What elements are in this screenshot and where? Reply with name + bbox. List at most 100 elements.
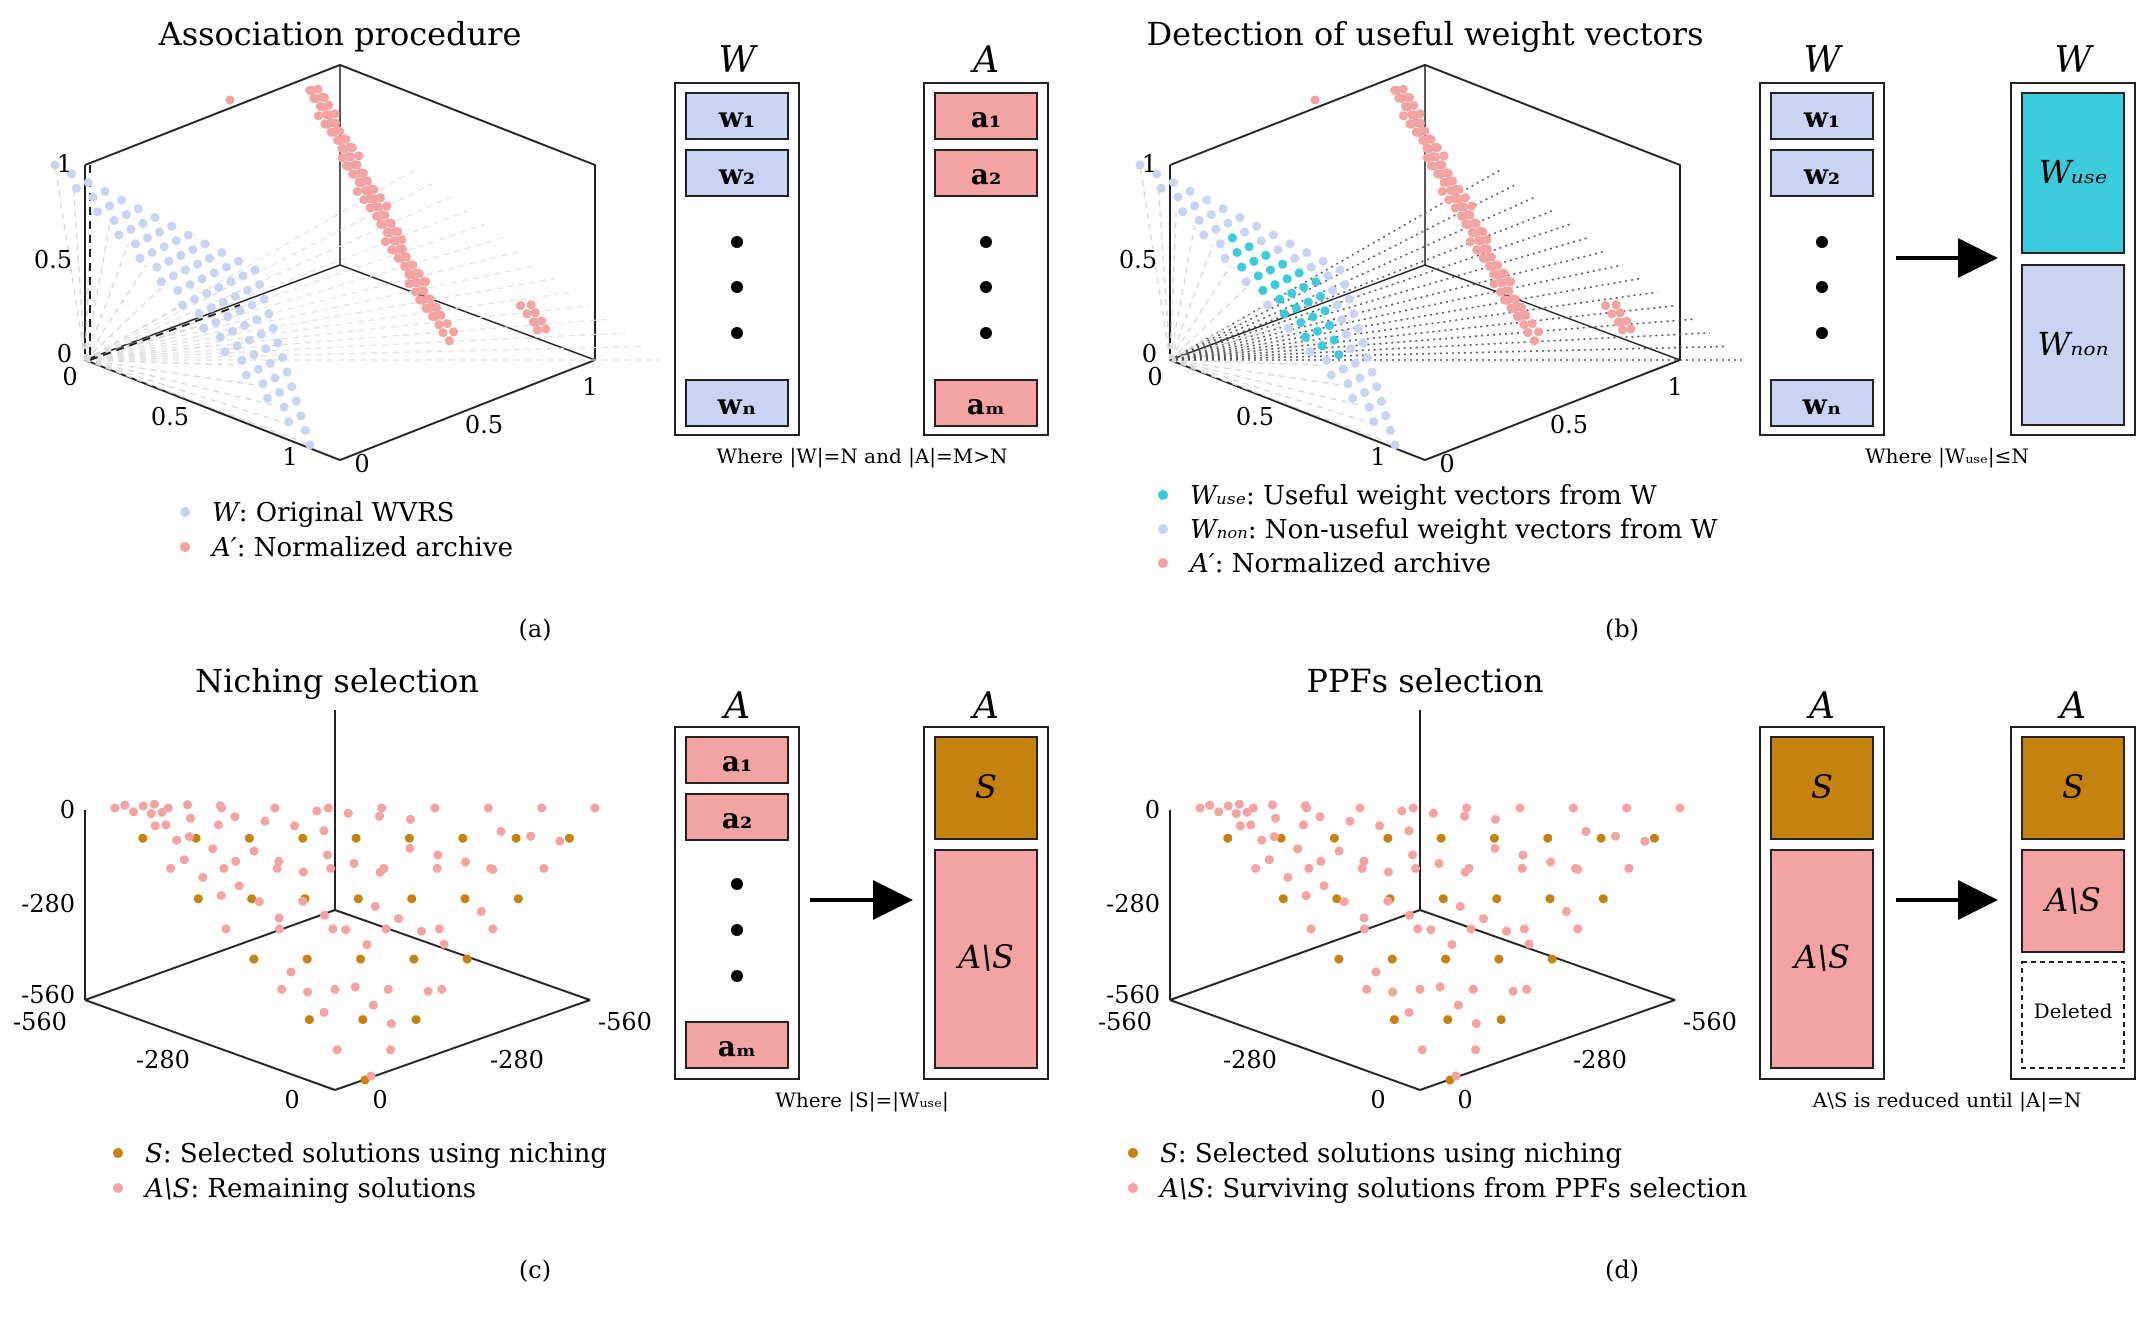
scatter-point bbox=[411, 287, 420, 297]
reference-line bbox=[1169, 264, 1623, 361]
scatter-point bbox=[1375, 821, 1385, 831]
ellipsis-dot bbox=[731, 327, 743, 339]
scatter-point bbox=[261, 344, 271, 354]
legend-entry: W: Original WVRS bbox=[212, 498, 455, 528]
scatter-point bbox=[1479, 914, 1488, 924]
cell-label: wₙ bbox=[717, 388, 757, 421]
scatter-point bbox=[109, 215, 119, 225]
scatter-point bbox=[378, 219, 388, 229]
scatter-point bbox=[273, 338, 283, 348]
panel-b-title: Detection of useful weight vectors bbox=[1146, 15, 1703, 53]
scatter-point bbox=[1235, 821, 1245, 831]
scatter-point bbox=[1435, 982, 1445, 992]
scatter-point bbox=[1392, 86, 1402, 95]
scatter-point bbox=[1624, 863, 1634, 873]
plot-b-points bbox=[1135, 84, 1636, 450]
scatter-point bbox=[1264, 855, 1274, 865]
scatter-point bbox=[433, 850, 443, 860]
scatter-point bbox=[526, 831, 536, 841]
scatter-point bbox=[1273, 245, 1283, 255]
scatter-point bbox=[223, 312, 233, 322]
scatter-point bbox=[231, 856, 241, 866]
scatter-point bbox=[1429, 161, 1439, 171]
tick-x: 0 bbox=[1370, 1086, 1385, 1114]
scatter-point bbox=[1462, 803, 1472, 813]
scatter-point bbox=[1414, 127, 1424, 137]
box-a-c: A a₁ a₂ aₘ bbox=[674, 686, 800, 1080]
box-split-d1: A S A\S bbox=[1759, 686, 1885, 1080]
tick-x: 0.5 bbox=[151, 403, 189, 431]
scatter-point bbox=[530, 308, 540, 318]
scatter-point bbox=[1443, 168, 1453, 178]
scatter-point bbox=[138, 801, 148, 811]
scatter-point bbox=[215, 801, 225, 811]
scatter-point bbox=[425, 294, 435, 304]
cell-label: A\S bbox=[955, 938, 1014, 976]
cell-label: aₘ bbox=[718, 1030, 757, 1063]
scatter-point bbox=[1234, 799, 1244, 809]
legend-marker bbox=[113, 1148, 123, 1158]
reference-line bbox=[84, 284, 165, 361]
scatter-point bbox=[1265, 265, 1275, 275]
legend-marker bbox=[113, 1183, 123, 1193]
scatter-point bbox=[1299, 283, 1309, 292]
scatter-point bbox=[1300, 801, 1310, 811]
scatter-point bbox=[1332, 300, 1342, 310]
scatter-point bbox=[322, 119, 332, 129]
archive-cell bbox=[685, 793, 789, 841]
scatter-point bbox=[330, 984, 340, 994]
scatter-point bbox=[1359, 913, 1369, 923]
scatter-point bbox=[1396, 94, 1406, 103]
scatter-point bbox=[533, 325, 542, 335]
reference-line bbox=[1169, 359, 1396, 446]
scatter-point bbox=[341, 925, 351, 935]
box-w-b: W w₁ w₂ wₙ bbox=[1759, 40, 1885, 436]
scatter-point bbox=[1455, 901, 1465, 911]
scatter-point bbox=[1407, 119, 1417, 129]
remaining-cell bbox=[1770, 849, 1874, 1069]
scatter-point bbox=[1308, 312, 1318, 322]
scatter-point bbox=[180, 265, 190, 275]
tick-z: 0.5 bbox=[34, 246, 72, 274]
scatter-point bbox=[1504, 286, 1514, 296]
scatter-point bbox=[1215, 239, 1225, 249]
scatter-point bbox=[353, 894, 363, 904]
tick-y: -280 bbox=[490, 1046, 544, 1074]
reference-line bbox=[84, 305, 591, 361]
scatter-point bbox=[483, 803, 493, 813]
scatter-point bbox=[311, 94, 321, 103]
scatter-point bbox=[270, 803, 280, 813]
scatter-point bbox=[402, 262, 412, 271]
scatter-point bbox=[129, 807, 139, 817]
scatter-point bbox=[1490, 814, 1500, 824]
scatter-point bbox=[291, 396, 301, 406]
scatter-point bbox=[186, 813, 195, 823]
scatter-point bbox=[1156, 183, 1166, 193]
reference-line bbox=[84, 264, 147, 361]
cell-label: A\S bbox=[1791, 938, 1850, 976]
scatter-point bbox=[1296, 318, 1306, 327]
scatter-point bbox=[1278, 259, 1287, 269]
scatter-point bbox=[1496, 287, 1505, 297]
scatter-point bbox=[143, 233, 152, 243]
scatter-point bbox=[1271, 813, 1280, 823]
scatter-point bbox=[1214, 807, 1224, 817]
ellipsis-dot bbox=[731, 281, 743, 293]
scatter-point bbox=[1422, 153, 1432, 163]
scatter-point bbox=[375, 867, 385, 877]
vector-cell bbox=[1770, 92, 1874, 140]
scatter-point bbox=[1442, 178, 1451, 187]
scatter-point bbox=[1568, 803, 1578, 813]
scatter-point bbox=[167, 221, 177, 231]
scatter-point bbox=[384, 228, 394, 238]
scatter-point bbox=[374, 211, 384, 221]
scatter-point bbox=[1315, 291, 1325, 301]
scatter-point bbox=[369, 194, 379, 204]
scatter-point bbox=[359, 195, 369, 205]
scatter-point bbox=[1476, 236, 1486, 246]
scatter-point bbox=[417, 295, 427, 305]
scatter-point bbox=[444, 336, 454, 346]
scatter-point bbox=[319, 826, 329, 836]
archive-cell bbox=[685, 736, 789, 784]
scatter-point bbox=[221, 924, 231, 934]
